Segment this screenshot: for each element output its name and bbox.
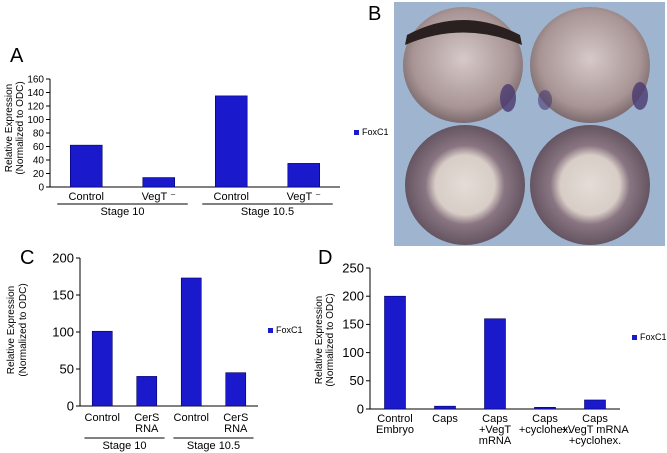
- y-tick-label-c-1: 50: [60, 361, 74, 376]
- chart-c: Relative Expression(Normalized to ODC) 0…: [6, 250, 303, 452]
- category-label-d-0-line: Control: [377, 413, 412, 425]
- y-tick-label-a-1: 20: [33, 169, 45, 180]
- y-tick-label-a-5: 100: [27, 115, 44, 126]
- category-label-d-4-line: +cyclohex.: [569, 435, 621, 447]
- bar-c-0: [91, 330, 113, 407]
- bar-c-1: [136, 376, 158, 407]
- category-label-a-1-line: VegT ⁻: [142, 191, 177, 203]
- y-tick-label-a-3: 60: [33, 142, 45, 153]
- y-tick-label-a-0: 0: [38, 182, 44, 193]
- embryo-photo: [394, 2, 665, 246]
- category-label-a-2: Control: [214, 191, 249, 203]
- bar-a-2: [215, 95, 248, 188]
- category-label-a-3-line: VegT ⁻: [287, 191, 322, 203]
- category-label-a-2-line: Control: [214, 191, 249, 203]
- y-axis-label-d-line2: (Normalized to ODC): [325, 293, 336, 386]
- bar-d-0: [384, 295, 406, 410]
- category-label-c-1-line: RNA: [135, 423, 159, 435]
- y-tick-label-a-7: 140: [27, 88, 44, 99]
- bar-d-1: [434, 405, 456, 410]
- y-axis-label-d-line1: Relative Expression: [314, 296, 325, 384]
- category-label-c-3-line: RNA: [224, 423, 248, 435]
- category-label-a-3: VegT ⁻: [287, 191, 322, 203]
- category-label-d-4-line: Caps: [582, 413, 608, 425]
- category-label-d-2-line: Caps: [482, 413, 508, 425]
- panel-label-b: B: [368, 3, 381, 25]
- y-tick-label-d-2: 100: [342, 345, 364, 360]
- y-tick-label-a-6: 120: [27, 101, 44, 112]
- chart-a: Relative Expression(Normalized to ODC) 0…: [4, 74, 389, 218]
- embryo-top-right: [530, 7, 650, 123]
- legend-swatch-d: [632, 335, 637, 340]
- category-label-d-3-line: Caps: [532, 413, 558, 425]
- bar-c-3: [225, 372, 247, 407]
- category-label-d-4: Caps +VegT mRNA +cyclohex.: [561, 413, 629, 447]
- category-label-d-1-line: Caps: [432, 413, 458, 425]
- embryo-bottom-right: [530, 125, 650, 245]
- embryo-top-left: [403, 7, 523, 123]
- bar-d-3: [534, 407, 556, 410]
- category-label-d-0: Control Embryo: [376, 413, 414, 436]
- group-label-a-0: Stage 10: [100, 206, 144, 218]
- category-label-d-3: Caps +cyclohex.: [519, 413, 571, 436]
- legend-label-a: FoxC1: [362, 127, 389, 137]
- embryo-bottom-left: [405, 125, 525, 245]
- category-label-d-3-line: +cyclohex.: [519, 424, 571, 436]
- category-label-c-0: Control: [85, 412, 120, 424]
- y-tick-label-c-3: 150: [52, 287, 74, 302]
- y-tick-label-d-5: 250: [342, 260, 364, 275]
- bar-a-0: [70, 144, 103, 188]
- y-axis-label-a: Relative Expression(Normalized to ODC): [4, 81, 26, 174]
- category-label-a-0: Control: [69, 191, 104, 203]
- legend-label-d: FoxC1: [640, 332, 667, 342]
- category-label-a-1: VegT ⁻: [142, 191, 177, 203]
- category-label-c-2-line: Control: [174, 412, 209, 424]
- bar-d-4: [584, 399, 606, 410]
- y-axis-label-d: Relative Expression(Normalized to ODC): [314, 293, 336, 386]
- y-axis-label-c: Relative Expression(Normalized to ODC): [6, 283, 29, 376]
- category-label-d-2-line: mRNA: [479, 435, 512, 447]
- panel-label-d: D: [318, 247, 332, 269]
- y-tick-label-a-8: 160: [27, 74, 44, 85]
- category-label-d-2-line: +VegT: [479, 424, 511, 436]
- y-axis-label-c-line2: (Normalized to ODC): [18, 283, 29, 376]
- y-tick-label-d-0: 0: [357, 401, 364, 416]
- y-axis-label-c-line1: Relative Expression: [6, 286, 17, 374]
- y-tick-label-a-4: 80: [33, 128, 45, 139]
- legend-swatch-a: [354, 130, 359, 135]
- panel-label-c: C: [20, 247, 34, 269]
- bar-d-2: [484, 318, 506, 410]
- bar-a-3: [287, 163, 320, 188]
- legend-label-c: FoxC1: [276, 325, 303, 335]
- chart-d: Relative Expression(Normalized to ODC) 0…: [314, 260, 667, 447]
- category-label-d-0-line: Embryo: [376, 424, 414, 436]
- y-tick-label-d-4: 200: [342, 289, 364, 304]
- y-axis-label-a-line2: (Normalized to ODC): [15, 81, 26, 174]
- y-tick-label-d-1: 50: [350, 373, 364, 388]
- category-label-c-0-line: Control: [85, 412, 120, 424]
- category-label-a-0-line: Control: [69, 191, 104, 203]
- category-label-c-1-line: CerS: [134, 412, 159, 424]
- group-label-c-1: Stage 10.5: [187, 440, 240, 452]
- y-tick-label-c-2: 100: [52, 324, 74, 339]
- category-label-d-4-line: +VegT mRNA: [561, 424, 629, 436]
- category-label-d-1: Caps: [432, 413, 458, 425]
- y-tick-label-c-0: 0: [67, 398, 74, 413]
- bar-a-1: [142, 177, 176, 188]
- y-axis-label-a-line1: Relative Expression: [4, 84, 15, 172]
- group-label-c-0: Stage 10: [102, 440, 146, 452]
- y-tick-label-c-4: 200: [52, 250, 74, 265]
- group-label-a-1: Stage 10.5: [241, 206, 294, 218]
- category-label-c-1: CerS RNA: [134, 412, 159, 435]
- y-tick-label-d-3: 150: [342, 317, 364, 332]
- category-label-d-2: Caps +VegT mRNA: [479, 413, 512, 447]
- legend-swatch-c: [268, 328, 273, 333]
- bar-c-2: [180, 277, 202, 407]
- category-label-c-2: Control: [174, 412, 209, 424]
- y-tick-label-a-2: 40: [33, 155, 45, 166]
- category-label-c-3-line: CerS: [223, 412, 248, 424]
- category-label-c-3: CerS RNA: [223, 412, 248, 435]
- panel-label-a: A: [10, 45, 24, 67]
